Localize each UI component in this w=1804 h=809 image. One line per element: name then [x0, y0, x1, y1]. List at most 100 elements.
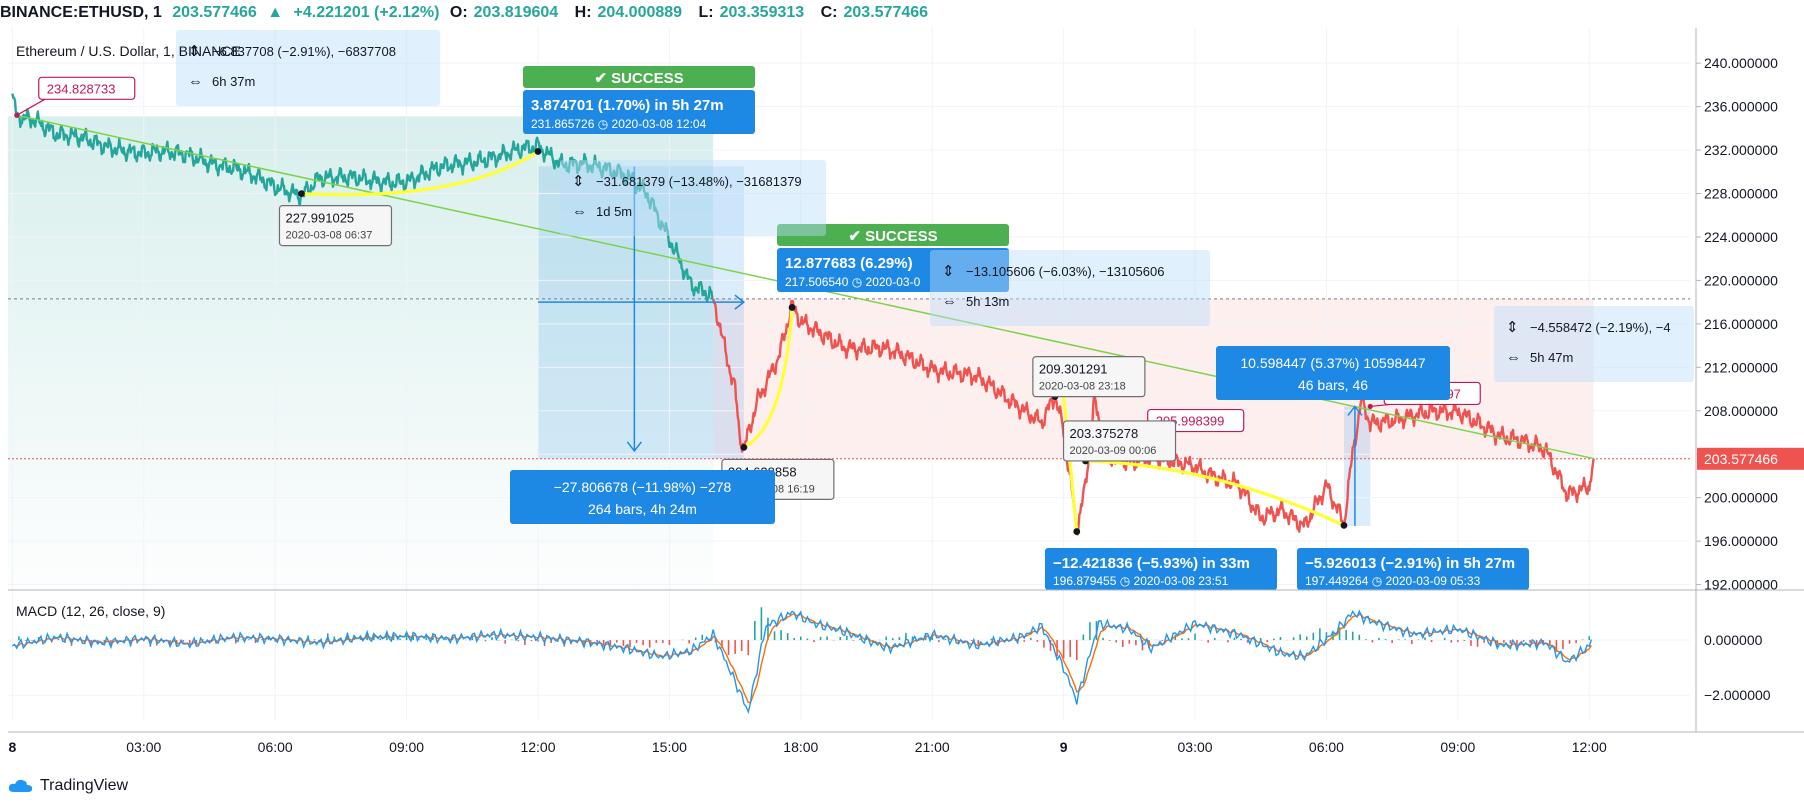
time-tick-label: 12:00 [520, 739, 555, 755]
move-line1: −5.926013 (−2.91%) in 5h 27m [1305, 555, 1515, 572]
symbol-name[interactable]: BINANCE:ETHUSD, 1 [0, 4, 162, 21]
point-callout-price: 209.301291 [1039, 362, 1108, 377]
forecast-status-badge [523, 66, 755, 88]
time-tick-label: 09:00 [389, 739, 424, 755]
anchor-point [788, 304, 796, 311]
arrow-down-icon [626, 441, 642, 453]
measure-line1: −13.105606 (−6.03%), −13105606 [966, 264, 1164, 279]
price-tick-label: 220.000000 [1704, 272, 1778, 288]
price-tick-label: 208.000000 [1704, 403, 1778, 419]
price-tick-label: 240.000000 [1704, 55, 1778, 71]
time-tick-label: 09:00 [1440, 739, 1475, 755]
time-tick-label: 18:00 [783, 739, 818, 755]
measure-width-icon: ⇔ [1506, 349, 1521, 366]
price-tick-label: 212.000000 [1704, 359, 1778, 375]
price-tick-label: 228.000000 [1704, 186, 1778, 202]
low-label: L: [698, 4, 714, 21]
time-tick-label: 15:00 [652, 739, 687, 755]
measure-width-icon: ⇔ [942, 293, 957, 310]
arrow-up-icon [1347, 405, 1363, 416]
measure-height-icon: ⇕ [572, 173, 585, 190]
close-label: C: [820, 4, 838, 21]
ohlc-close: C: 203.577466 [821, 4, 934, 21]
measure-height-icon: ⇕ [1506, 319, 1519, 336]
ohlc-low: L: 203.359313 [699, 4, 811, 21]
point-callout-time: 2020-03-08 06:37 [285, 230, 372, 242]
price-tick-label: 232.000000 [1704, 142, 1778, 158]
macd-signal-line [12, 613, 1592, 704]
macd-legend: MACD (12, 26, close, 9) [16, 603, 165, 619]
move-box [1297, 548, 1529, 590]
measure-width-icon: ⇔ [572, 203, 587, 220]
measure-line1: −31.681379 (−13.48%), −31681379 [596, 174, 802, 189]
anchor-point [298, 190, 305, 198]
measure-line2: 5h 47m [1530, 350, 1573, 365]
high-value: 204.000889 [597, 4, 683, 21]
point-callout [278, 205, 393, 247]
macd-line [12, 609, 1593, 715]
point-callout-time: 2020-03-08 23:18 [1039, 381, 1126, 393]
anchor-point [740, 443, 748, 451]
last-price: 203.577466 [172, 4, 257, 21]
close-value: 203.577466 [843, 4, 929, 21]
forecast-curve [1085, 459, 1345, 527]
time-tick-label: 06:00 [258, 739, 293, 755]
forecast-status-badge [777, 224, 1009, 246]
measure-line2: 1d 5m [596, 204, 632, 219]
price-change: +4.221201 (+2.12%) [293, 4, 440, 21]
ohlc-high: H: 204.000889 [575, 4, 688, 21]
macd-tick-label: 0.000000 [1704, 632, 1763, 648]
point-callout-price: 227.991025 [285, 211, 354, 226]
measure-box [930, 250, 1210, 326]
last-price-marker [1697, 447, 1804, 470]
high-label: H: [574, 4, 592, 21]
point-callout-price: 203.375278 [1070, 426, 1139, 441]
price-tick-label: 236.000000 [1704, 99, 1778, 115]
date-price-range-1 [538, 166, 744, 459]
measure-box [560, 160, 826, 236]
brand-name: TradingView [40, 777, 129, 794]
last-price-marker-text: 203.577466 [1704, 451, 1778, 467]
measure-height-icon: ⇕ [942, 263, 955, 280]
anchor-point [1073, 528, 1081, 535]
range-line2: 46 bars, 46 [1298, 377, 1368, 393]
forecast-line1: 12.877683 (6.29%) [785, 255, 913, 272]
symbol-header: BINANCE:ETHUSD, 1 203.577466 ▲ +4.221201… [0, 0, 1804, 26]
measure-line2: 5h 13m [966, 294, 1009, 309]
price-tick-label: 192.000000 [1704, 577, 1778, 593]
time-tick-label: 21:00 [915, 739, 950, 755]
range-box [1216, 346, 1450, 400]
tradingview-logo[interactable]: TradingView [8, 774, 128, 798]
anchor-point [1340, 521, 1348, 529]
point-callout [1062, 420, 1177, 462]
forecast-status-text: ✔ SUCCESS [848, 228, 937, 245]
callout-line [16, 98, 46, 116]
move-line1: −12.421836 (−5.93%) in 33m [1053, 555, 1250, 572]
forecast-status-text: ✔ SUCCESS [594, 70, 683, 87]
range-line2: 264 bars, 4h 24m [588, 501, 697, 517]
move-line2: 197.449264 ◷ 2020-03-09 05:33 [1305, 574, 1481, 588]
time-tick-label: 03:00 [126, 739, 161, 755]
callout-point [1367, 403, 1373, 410]
chart-svg[interactable]: 234.828733205.998399208.389597227.991025… [0, 0, 1804, 770]
range-box [510, 470, 775, 524]
measure-line2: 6h 37m [212, 74, 255, 89]
time-tick-label: 9 [1060, 739, 1068, 755]
forecast-line2: 231.865726 ◷ 2020-03-08 12:04 [531, 117, 707, 131]
measure-line1: −6.837708 (−2.91%), −6837708 [212, 44, 396, 59]
forecast-curve [301, 150, 539, 197]
range-line1: −27.806678 (−11.98%) −278 [554, 479, 732, 495]
open-label: O: [449, 4, 468, 21]
price-tick-label: 224.000000 [1704, 229, 1778, 245]
point-callout [1032, 356, 1146, 398]
measure-height-icon: ⇕ [188, 43, 201, 60]
price-tick-label: 216.000000 [1704, 316, 1778, 332]
forecast-box [523, 90, 755, 134]
forecast-curve [743, 307, 794, 449]
forecast-line2: 217.506540 ◷ 2020-03-0 [785, 275, 921, 289]
cloud-icon [8, 779, 33, 792]
forecast-line1: 3.874701 (1.70%) in 5h 27m [531, 97, 724, 114]
price-series-up [11, 93, 714, 303]
time-tick-label: 12:00 [1572, 739, 1607, 755]
callout-point [14, 112, 20, 118]
